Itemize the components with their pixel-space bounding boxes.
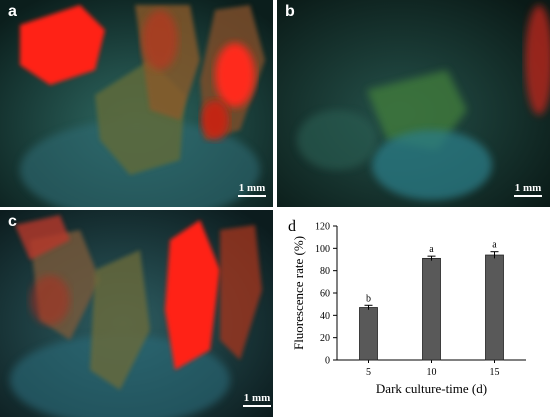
- scale-bar-a: 1 mm: [238, 182, 266, 197]
- fluorescence-image-c: [0, 210, 273, 417]
- y-tick-label: 100: [315, 244, 330, 255]
- significance-letter: b: [366, 293, 371, 304]
- bar-5: [359, 307, 378, 361]
- micrograph-panel-a: a 1 mm: [0, 0, 273, 207]
- y-tick-label: 80: [320, 266, 330, 277]
- significance-letter: a: [429, 244, 434, 255]
- panel-label-c: c: [8, 213, 17, 230]
- x-tick-label: 5: [366, 367, 371, 378]
- x-tick-label: 15: [490, 367, 500, 378]
- scale-bar-line-b: [514, 195, 542, 197]
- significance-letter: a: [492, 240, 497, 251]
- y-tick-label: 0: [325, 356, 330, 367]
- fluorescence-rate-chart: d 0 20 40 60 80 100 120 5 10 15 b a a Fluorescence…: [288, 218, 526, 396]
- fluorescence-image-a: [0, 0, 273, 207]
- scale-bar-b: 1 mm: [514, 182, 542, 197]
- y-tick-label: 120: [315, 222, 330, 233]
- scale-bar-c: 1 mm: [243, 392, 271, 407]
- scale-bar-label-b: 1 mm: [514, 182, 542, 194]
- bar-10: [422, 257, 441, 361]
- x-axis-label: Dark culture-time (d): [376, 381, 487, 396]
- y-tick-label: 20: [320, 333, 330, 344]
- scale-bar-line-c: [243, 405, 271, 407]
- panel-label-d: d: [288, 218, 296, 235]
- bar-15: [485, 254, 504, 361]
- x-tick-label: 10: [427, 367, 437, 378]
- scale-bar-label-a: 1 mm: [238, 182, 266, 194]
- bars: b a a: [359, 240, 504, 361]
- scale-bar-label-c: 1 mm: [243, 392, 271, 404]
- micrograph-panel-c: c 1 mm: [0, 210, 273, 417]
- panel-label-a: a: [8, 3, 17, 20]
- y-ticks: 0 20 40 60 80 100 120: [315, 222, 337, 367]
- scale-bar-line-a: [238, 195, 266, 197]
- panel-label-b: b: [285, 3, 295, 20]
- y-tick-label: 40: [320, 311, 330, 322]
- y-axis-label: Fluorescence rate (%): [291, 236, 306, 350]
- micrograph-panel-b: b 1 mm: [277, 0, 550, 207]
- y-tick-label: 60: [320, 289, 330, 300]
- x-ticks: 5 10 15: [366, 360, 500, 378]
- fluorescence-image-b: [277, 0, 550, 207]
